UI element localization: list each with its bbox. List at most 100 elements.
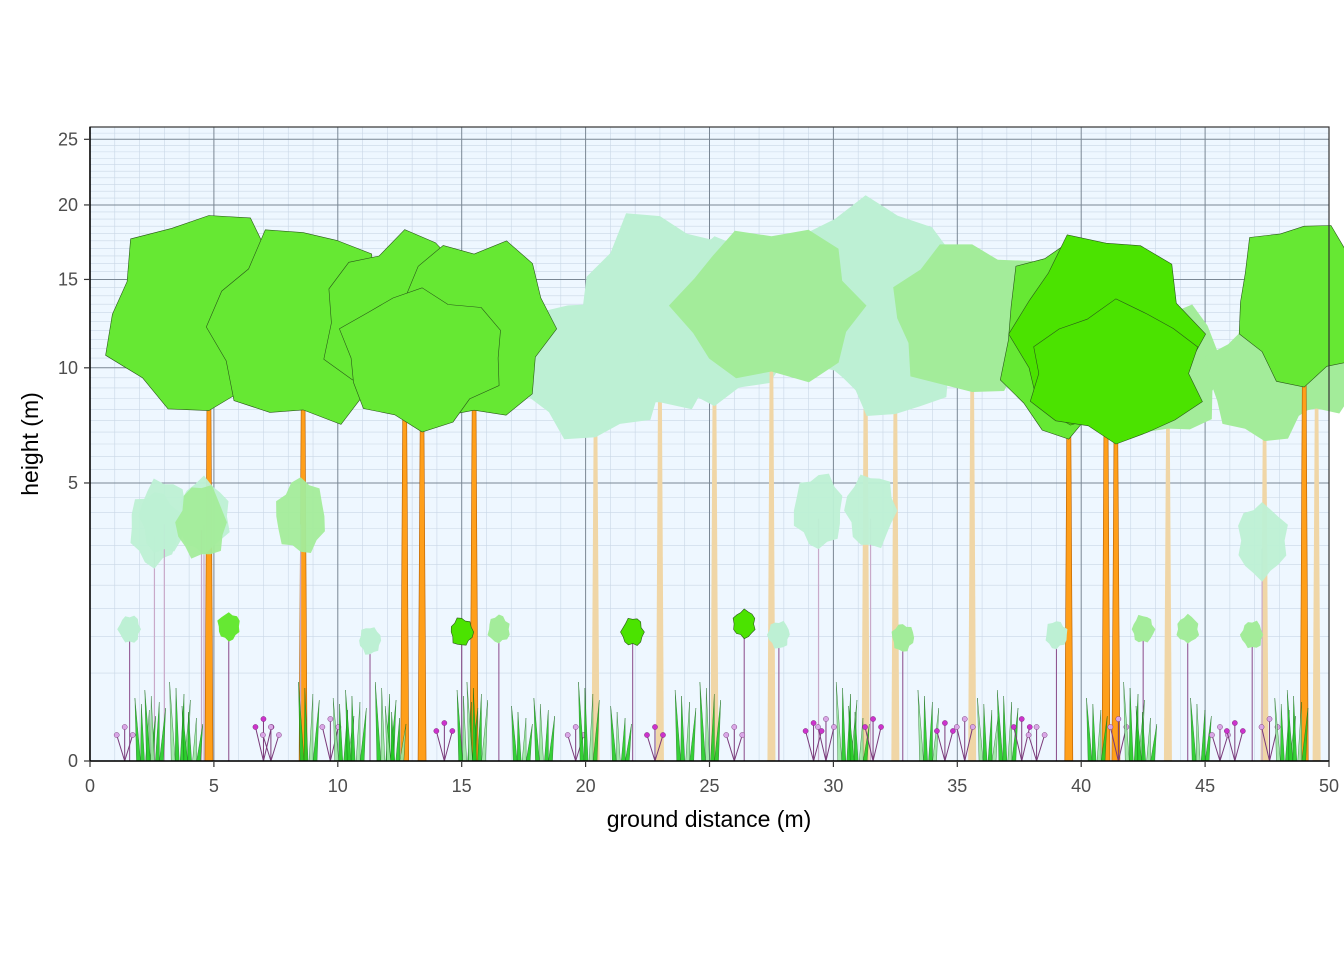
herb-flower (934, 728, 940, 734)
shrub-crown (1131, 614, 1156, 643)
sapling-crown (793, 473, 843, 550)
herb-stem (124, 734, 134, 762)
herb-flower (731, 724, 738, 730)
herb-flower (268, 724, 274, 730)
flowering-herb (433, 720, 456, 762)
herb-flower (1258, 724, 1265, 730)
tree-crown (1029, 298, 1203, 445)
flowering-herb (862, 716, 884, 762)
herb-flower (327, 716, 334, 722)
y-tick-label: 0 (68, 751, 78, 771)
herb-flower (1209, 732, 1215, 738)
herb-stem (1028, 734, 1038, 762)
shrub-crown (620, 617, 645, 646)
flowering-herb (815, 716, 837, 762)
herb-flower (961, 716, 968, 722)
herb-stem (1013, 726, 1023, 762)
shrub-crown (117, 615, 141, 643)
herb-flower (739, 732, 746, 738)
shrub-crown (487, 614, 510, 644)
herb-stem (872, 726, 882, 762)
grass-clump (181, 705, 203, 762)
herb-stem (567, 734, 577, 762)
herb-flower (1232, 720, 1238, 726)
tree-crown (1238, 225, 1344, 388)
herb-stem (443, 730, 453, 762)
shrub-crown (359, 627, 382, 655)
herb-flower (723, 732, 730, 738)
herb-stem (964, 726, 974, 762)
y-tick-label: 5 (68, 473, 78, 493)
herb-flower (276, 732, 282, 738)
sapling-crown (276, 477, 325, 553)
herb-stem (805, 730, 815, 762)
x-tick-label: 5 (209, 776, 219, 796)
x-tick-label: 0 (85, 776, 95, 796)
herb-flower (1266, 716, 1273, 722)
grass-clump (848, 705, 870, 762)
flowering-herb (953, 716, 976, 762)
grass-clump (1286, 689, 1309, 762)
herb-flower (564, 732, 571, 738)
herb-flower (449, 728, 456, 734)
herb-flower (252, 724, 259, 730)
tree-crown (339, 287, 501, 433)
herb-flower (823, 716, 829, 722)
x-tick-label: 45 (1195, 776, 1215, 796)
shrub-crown (450, 617, 475, 646)
herb-flower (1217, 724, 1223, 730)
tree-trunk (710, 323, 719, 761)
shrub-crown (1045, 621, 1068, 650)
x-tick-label: 25 (699, 776, 719, 796)
herb-stem (936, 730, 946, 762)
shrub-crown (732, 608, 756, 640)
herb-flower (129, 732, 136, 738)
herb-flower (1240, 728, 1246, 734)
herb-flower (441, 720, 448, 726)
herb-flower (319, 724, 326, 730)
herb-stem (1234, 730, 1244, 762)
shrub-crown (217, 612, 240, 642)
grass-clump (1086, 697, 1108, 762)
herb-stem (654, 734, 664, 762)
herb-stem (825, 726, 835, 762)
flowering-herb (723, 724, 746, 762)
flowering-herb (260, 724, 282, 762)
herb-flower (815, 724, 821, 730)
grass-clump (1135, 705, 1158, 762)
sapling-crown (1238, 502, 1288, 582)
herb-flower (1224, 728, 1230, 734)
herb-flower (1026, 724, 1033, 730)
herb-flower (802, 728, 809, 734)
herb-stem (944, 730, 954, 762)
tree-layer (105, 195, 1344, 762)
understory-layer (113, 473, 1309, 762)
flowering-herb (1010, 716, 1033, 762)
herb-flower (862, 724, 868, 730)
herb-flower (260, 732, 266, 738)
tree-trunk (1312, 352, 1321, 761)
tree-trunk (891, 344, 900, 761)
herb-flower (831, 724, 837, 730)
flowering-herb (1025, 724, 1048, 762)
herb-stem (1226, 730, 1236, 762)
herb-flower (878, 724, 884, 730)
y-tick-label: 10 (58, 358, 78, 378)
grass-clump (466, 681, 488, 762)
tree-crown (668, 229, 867, 383)
herb-flower (660, 732, 666, 738)
herb-stem (1036, 734, 1046, 762)
y-axis-title: height (m) (17, 392, 43, 496)
x-tick-label: 40 (1071, 776, 1091, 796)
tree-trunk (968, 318, 977, 761)
herb-flower (1041, 732, 1048, 738)
herb-stem (725, 734, 735, 762)
shrub-crown (1239, 620, 1264, 649)
herb-flower (810, 720, 817, 726)
herb-stem (864, 726, 874, 762)
herb-flower (1033, 724, 1040, 730)
herb-stem (733, 734, 743, 762)
herb-stem (270, 734, 280, 762)
x-tick-label: 50 (1319, 776, 1339, 796)
herb-flower (113, 732, 120, 738)
